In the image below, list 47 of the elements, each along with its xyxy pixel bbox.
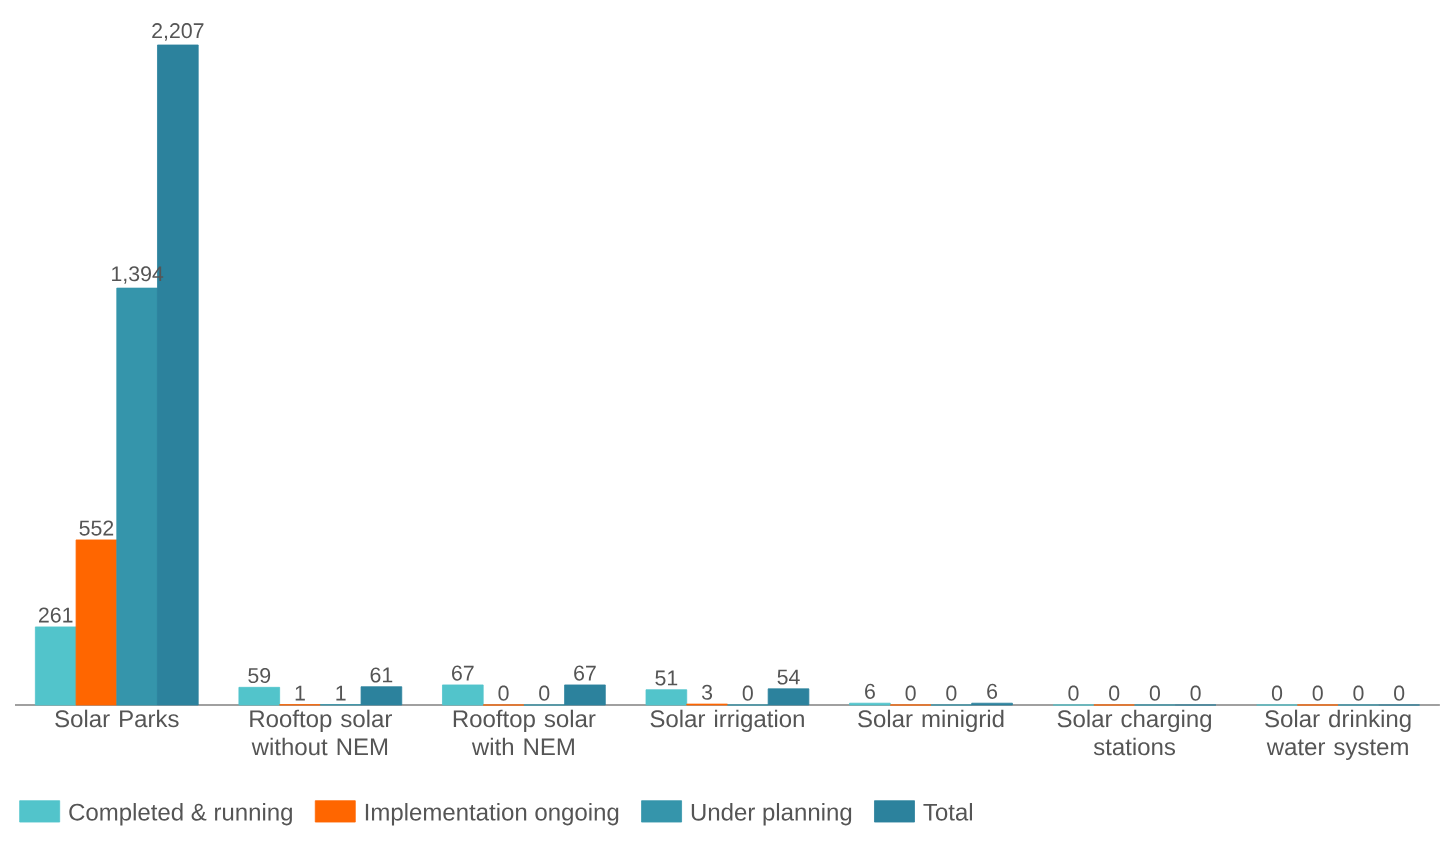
legend-label: Implementation ongoing: [365, 803, 619, 826]
data-label: 0: [1271, 685, 1283, 701]
legend-label: Completed & running: [69, 803, 292, 826]
legend-label: Total: [923, 803, 972, 821]
data-label: 0: [905, 685, 916, 701]
data-label: 0: [1394, 685, 1405, 701]
bar: [360, 686, 403, 706]
data-label: 0: [539, 685, 550, 701]
data-label: 67: [452, 665, 474, 681]
bar: [442, 684, 484, 706]
x-tick-label: Solar drinking water system: [1265, 709, 1411, 761]
bar: [564, 684, 606, 706]
data-label: 2,207: [152, 23, 204, 41]
data-label: 67: [574, 665, 596, 681]
x-tick-label: Solar minigrid: [858, 709, 1004, 733]
data-label: 59: [248, 667, 271, 684]
data-label: 6: [987, 683, 998, 699]
bar: [116, 287, 158, 706]
data-label: 51: [655, 670, 678, 686]
data-label: 6: [865, 683, 875, 699]
data-label: 0: [742, 685, 753, 701]
data-label: 0: [1149, 685, 1160, 701]
bar: [75, 539, 118, 706]
x-tick-label: Solar irrigation: [650, 709, 804, 733]
bar: [645, 689, 688, 706]
data-label: 61: [370, 667, 393, 683]
data-label: 0: [1068, 685, 1079, 701]
data-label: 1: [295, 685, 305, 701]
data-label: 0: [1109, 685, 1120, 701]
legend-label: Under planning: [691, 803, 852, 826]
x-tick-label: Rooftop solar without NEM: [250, 709, 392, 756]
bar: [238, 686, 281, 706]
bar: [767, 688, 810, 706]
data-label: 1: [336, 685, 346, 701]
x-tick-label: Rooftop solar with NEM: [453, 709, 596, 756]
data-label: 0: [1190, 685, 1201, 701]
x-tick-label: Solar charging stations: [1057, 709, 1211, 756]
data-label: 0: [1353, 685, 1364, 701]
bar: [34, 626, 77, 706]
data-label: 0: [1312, 685, 1323, 701]
data-label: 552: [79, 520, 114, 536]
data-label: 54: [777, 669, 800, 685]
data-label: 261: [38, 607, 73, 623]
data-label: 0: [498, 685, 509, 701]
data-label: 0: [946, 685, 957, 701]
data-label: 3: [701, 684, 713, 700]
x-tick-label: Solar Parks: [55, 709, 179, 728]
